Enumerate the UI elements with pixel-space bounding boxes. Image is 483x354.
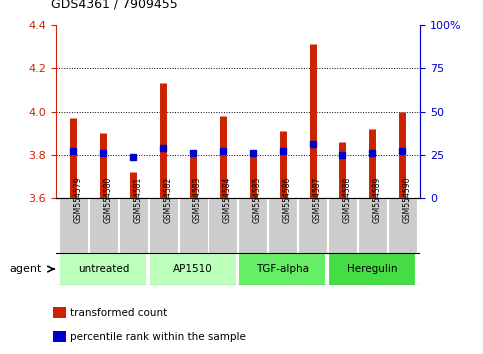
Bar	[89, 198, 118, 253]
Text: AP1510: AP1510	[173, 264, 213, 274]
Text: Heregulin: Heregulin	[347, 264, 398, 274]
Bar	[59, 198, 88, 253]
Bar	[149, 198, 178, 253]
Text: GSM554588: GSM554588	[342, 177, 352, 223]
Text: TGF-alpha: TGF-alpha	[256, 264, 309, 274]
Bar	[238, 253, 326, 285]
Text: untreated: untreated	[78, 264, 129, 274]
Text: GSM554586: GSM554586	[283, 177, 292, 223]
Bar	[209, 198, 238, 253]
Text: GSM554579: GSM554579	[73, 177, 83, 223]
Bar	[358, 198, 387, 253]
Text: GDS4361 / 7909455: GDS4361 / 7909455	[51, 0, 177, 11]
Bar	[328, 198, 357, 253]
Text: agent: agent	[10, 264, 42, 274]
Text: GSM554584: GSM554584	[223, 177, 232, 223]
Text: GSM554585: GSM554585	[253, 177, 262, 223]
Bar	[179, 198, 208, 253]
Text: percentile rank within the sample: percentile rank within the sample	[70, 331, 246, 342]
Bar	[328, 253, 415, 285]
Text: transformed count: transformed count	[70, 308, 168, 318]
Bar	[388, 198, 417, 253]
Text: GSM554582: GSM554582	[163, 177, 172, 223]
Text: GSM554590: GSM554590	[402, 177, 412, 223]
Text: GSM554587: GSM554587	[313, 177, 322, 223]
Bar	[298, 198, 327, 253]
Text: GSM554581: GSM554581	[133, 177, 142, 223]
Bar	[268, 198, 297, 253]
Bar	[119, 198, 148, 253]
Text: GSM554580: GSM554580	[103, 177, 113, 223]
Text: GSM554589: GSM554589	[372, 177, 382, 223]
Bar	[238, 198, 267, 253]
Bar	[53, 331, 67, 342]
Text: GSM554583: GSM554583	[193, 177, 202, 223]
Bar	[59, 253, 146, 285]
Bar	[53, 307, 67, 318]
Bar	[149, 253, 236, 285]
